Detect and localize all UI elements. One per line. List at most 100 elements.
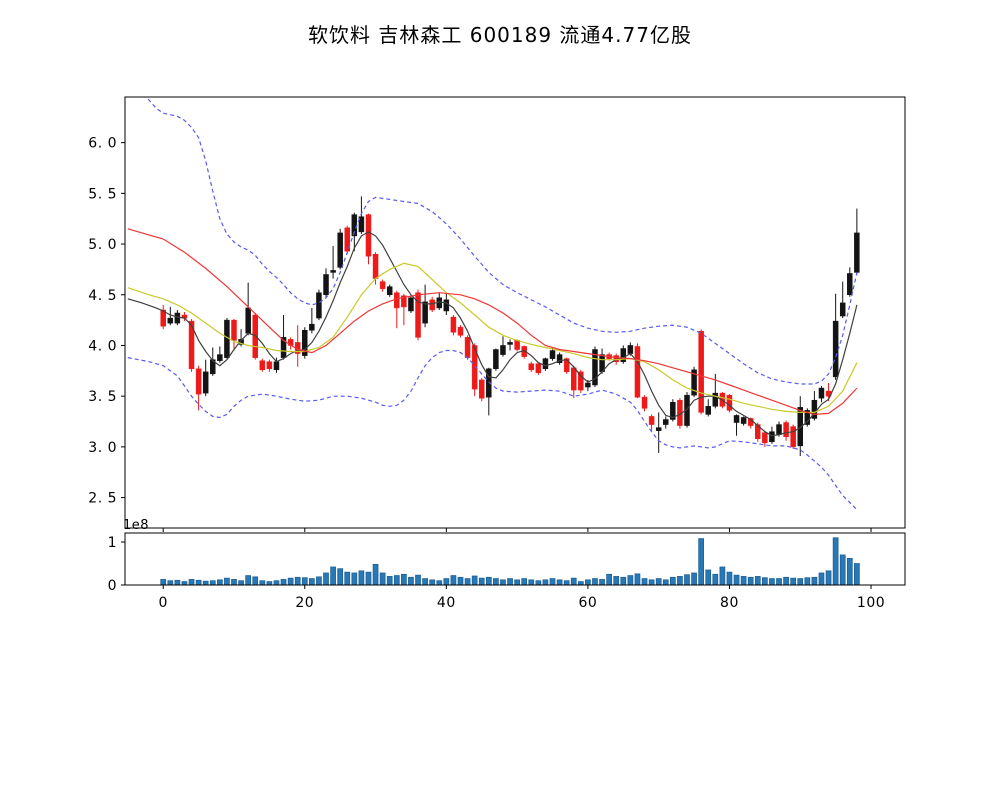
candle-up (556, 352, 563, 365)
candle-down (478, 377, 485, 402)
candle-down (578, 369, 584, 394)
candle-up (592, 346, 598, 388)
volume-bar (726, 571, 733, 586)
volume-y-axis: 1 0 1e8 (108, 518, 149, 594)
candle-up (167, 306, 174, 326)
volume-bar (485, 576, 492, 586)
volume-bar (365, 571, 372, 586)
volume-bar (181, 581, 188, 586)
candle-down (790, 424, 796, 449)
volume-bar (620, 576, 627, 586)
candle-up (493, 348, 499, 371)
volume-bar (372, 564, 379, 586)
volume-bar (358, 570, 365, 586)
volume-bar (294, 576, 301, 586)
volume-bar (224, 577, 230, 586)
candle-up (847, 267, 853, 297)
price-tick-label: 4. 5 (88, 288, 117, 304)
volume-bar (521, 578, 528, 586)
price-tick-label: 5. 0 (88, 237, 117, 253)
volume-bar (471, 575, 478, 586)
candle-up (620, 345, 627, 364)
volume-tick-label: 0 (108, 578, 117, 594)
volume-bar (556, 579, 563, 586)
volume-bar (309, 578, 315, 586)
volume-bar (719, 566, 726, 586)
volume-bar (684, 574, 690, 586)
volume-bar (436, 580, 443, 586)
volume-bar (429, 579, 436, 586)
candle-up (217, 346, 223, 363)
x-tick-label: 80 (720, 595, 739, 611)
ma-slow-line (127, 228, 858, 416)
overlay-ma-mid (127, 262, 858, 413)
volume-bar (846, 558, 853, 586)
candles-layer (160, 196, 860, 456)
candle-down (401, 293, 407, 326)
volume-bar (542, 579, 549, 586)
volume-bar (599, 579, 605, 586)
main-x-ticks (162, 528, 872, 532)
candle-down (783, 420, 789, 441)
candle-down (188, 319, 195, 372)
volume-bar (740, 576, 747, 586)
volume-bar (280, 579, 287, 586)
volume-bar (188, 579, 195, 586)
volume-bar (252, 576, 259, 586)
candle-up (655, 412, 662, 453)
volume-bar (202, 580, 209, 586)
x-tick-label: 40 (437, 595, 456, 611)
volume-bar (563, 580, 570, 586)
x-tick-label: 100 (857, 595, 885, 611)
volume-bar (613, 576, 620, 586)
volume-bar (337, 568, 344, 586)
overlay-boll-upper (145, 97, 858, 385)
overlay-ma-fast (127, 231, 858, 437)
candle-up (486, 367, 492, 416)
volume-bar (478, 577, 485, 586)
volume-bar (839, 554, 846, 586)
candle-up (422, 284, 428, 328)
volume-bar (464, 578, 471, 586)
price-tick-label: 2. 5 (88, 491, 117, 507)
volume-bar (401, 573, 407, 586)
candle-up (804, 408, 811, 427)
x-tick-label: 0 (159, 595, 168, 611)
volume-bar (825, 570, 832, 586)
volume-bar (330, 566, 336, 586)
candle-down (457, 325, 464, 338)
candle-down (535, 362, 542, 375)
candle-up (316, 289, 322, 321)
candle-up (330, 246, 336, 279)
volume-bar (160, 579, 167, 586)
volume-bar (577, 581, 584, 586)
volume-bar (408, 576, 414, 586)
candle-down (762, 430, 768, 447)
candle-down (528, 361, 535, 372)
volume-scale-label: 1e8 (123, 518, 149, 533)
candle-down (394, 290, 400, 329)
candle-up (691, 366, 697, 398)
volume-bar (854, 563, 860, 586)
candle-down (634, 343, 641, 399)
candle-up (280, 315, 287, 360)
candle-down (344, 225, 351, 255)
volume-bar (811, 576, 818, 586)
price-tick-label: 5. 5 (88, 186, 117, 202)
candle-down (570, 365, 577, 399)
volume-bar (422, 578, 428, 586)
candle-down (294, 325, 301, 367)
volume-bar (493, 578, 499, 586)
volume-bar (457, 576, 464, 586)
volume-bar (238, 580, 244, 586)
overlay-ma-slow (127, 228, 858, 416)
candle-up (549, 347, 556, 361)
volume-bar (691, 572, 697, 586)
volume-bar (762, 577, 768, 586)
volume-bar (209, 580, 216, 586)
candle-down (648, 414, 655, 431)
volume-bar (783, 576, 789, 586)
volume-bar (655, 578, 662, 586)
volume-bar (606, 573, 612, 586)
